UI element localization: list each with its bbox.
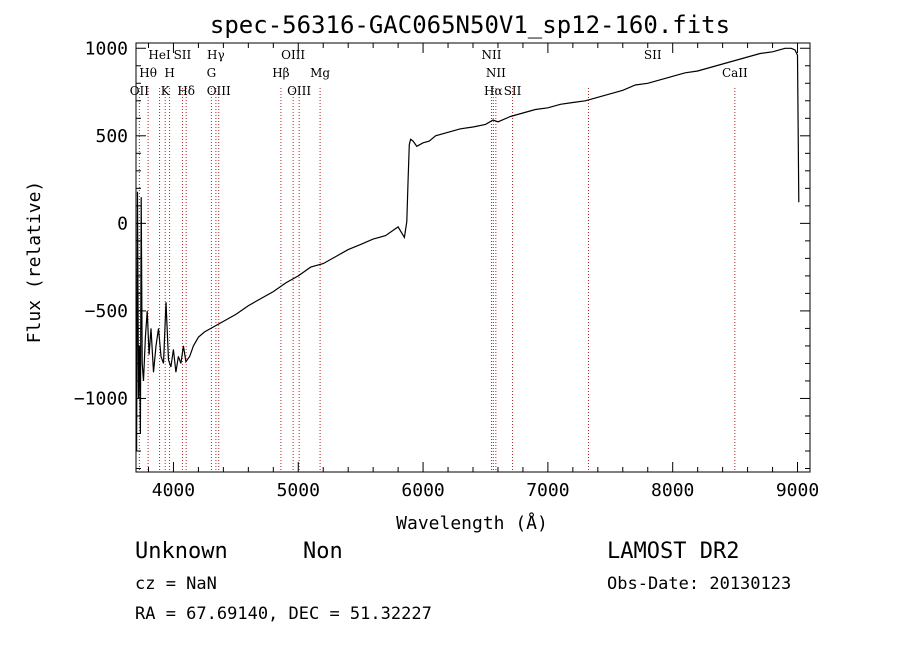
line-label: HeI xyxy=(148,48,171,62)
plot-frame xyxy=(135,42,811,473)
line-label: OII xyxy=(130,84,150,98)
spectrum-line xyxy=(136,47,800,452)
redshift-cz: cz = NaN xyxy=(135,574,217,594)
line-label: H xyxy=(164,66,174,80)
y-tick-label: 500 xyxy=(95,126,128,147)
chart-title: spec-56316-GAC065N50V1_sp12-160.fits xyxy=(210,11,730,39)
y-tick-label: −1000 xyxy=(74,388,128,409)
x-tick-label: 8000 xyxy=(651,480,694,501)
line-label: OIII xyxy=(207,84,231,98)
line-label: Hβ xyxy=(272,66,289,80)
line-label: Hα xyxy=(484,84,503,98)
x-tick-label: 4000 xyxy=(152,480,195,501)
y-tick-label: −500 xyxy=(85,301,128,322)
plot-area: 4000 5000 6000 7000 8000 9000 −1000 −500 0 500 100… xyxy=(74,38,819,501)
line-label: G xyxy=(207,66,217,80)
object-subclass: Non xyxy=(303,539,343,564)
x-tick-label: 7000 xyxy=(526,480,569,501)
survey-name: LAMOST DR2 xyxy=(607,539,740,564)
line-label: Hγ xyxy=(207,48,225,62)
x-tick-label: 5000 xyxy=(277,480,320,501)
line-label: SII xyxy=(504,84,522,98)
y-axis-label: Flux (relative) xyxy=(24,181,45,344)
line-label: NII xyxy=(481,48,501,62)
line-label: NII xyxy=(486,66,506,80)
line-label: K xyxy=(161,84,171,98)
line-label: OIII xyxy=(281,48,305,62)
line-label: CaII xyxy=(722,66,748,80)
line-label: Hδ xyxy=(177,84,195,98)
x-tick-label: 9000 xyxy=(776,480,819,501)
x-tick-label: 6000 xyxy=(401,480,444,501)
line-label: OIII xyxy=(287,84,311,98)
obs-date: Obs-Date: 20130123 xyxy=(607,574,792,594)
y-tick-label: 1000 xyxy=(85,38,128,59)
line-label: Hθ xyxy=(139,66,157,80)
line-label: SII xyxy=(174,48,192,62)
line-label: Mg xyxy=(310,66,330,80)
x-axis-label: Wavelength (Å) xyxy=(396,512,548,534)
coordinates: RA = 67.69140, DEC = 51.32227 xyxy=(135,604,432,624)
y-tick-label: 0 xyxy=(117,213,128,234)
line-label: SII xyxy=(644,48,662,62)
object-class: Unknown xyxy=(135,539,228,564)
